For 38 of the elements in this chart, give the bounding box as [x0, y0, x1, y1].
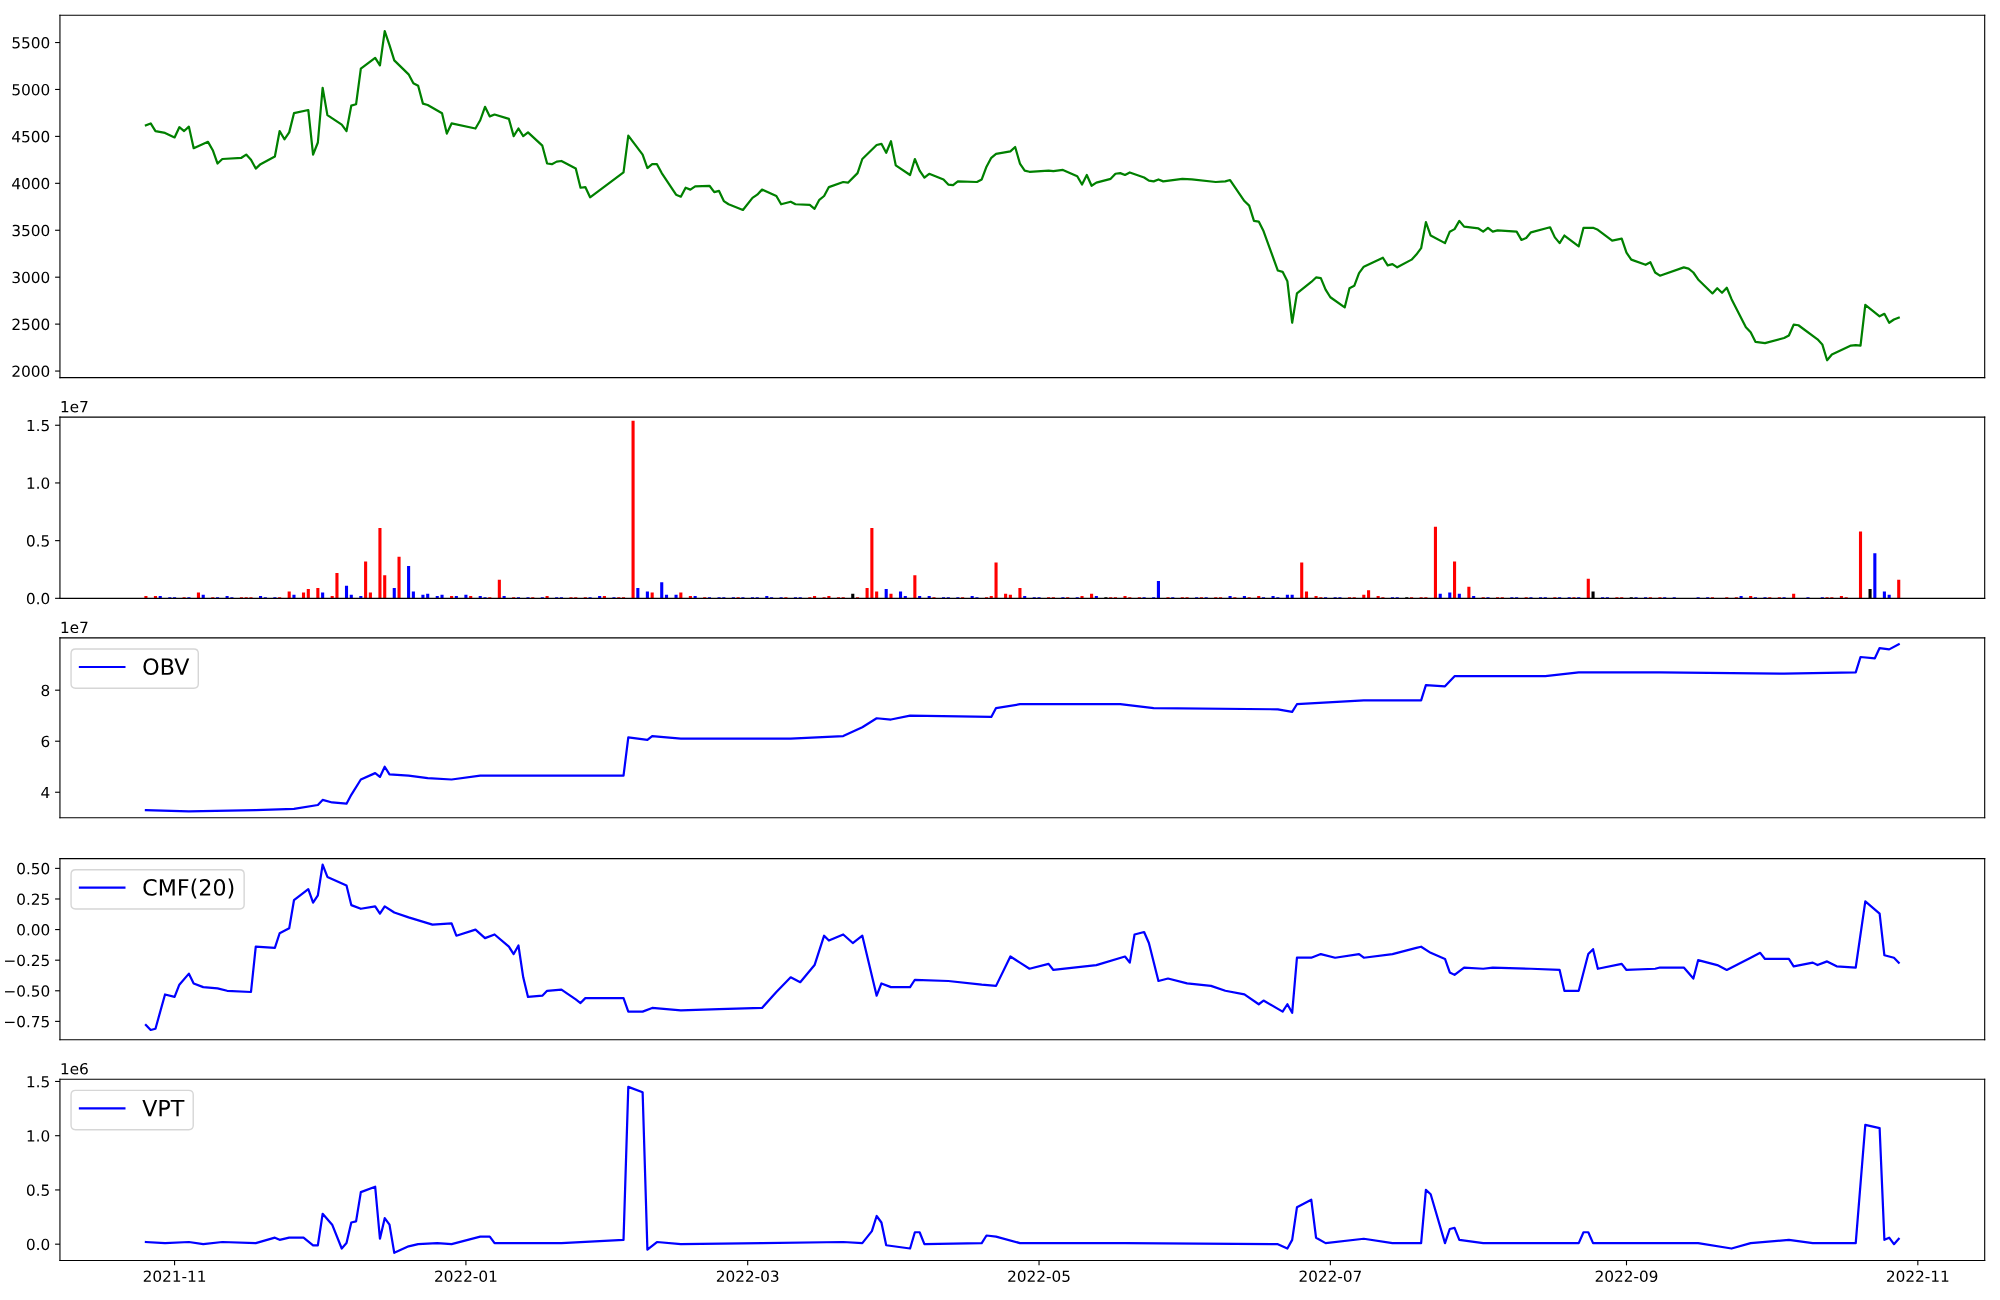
x-tick-label: 2022-07 — [1299, 1270, 1361, 1282]
x-tick-label: 2022-01 — [435, 1270, 497, 1282]
y-tick-label: 4500 — [12, 130, 50, 143]
y-tick-label: 6 — [41, 735, 50, 748]
y-tick-label: 3000 — [12, 271, 50, 284]
y-tick-label: −0.50 — [5, 985, 50, 997]
x-tick-label: 2021-11 — [143, 1270, 206, 1282]
x-tick-label: 2022-09 — [1595, 1270, 1658, 1282]
y-tick-label: 0.50 — [17, 862, 50, 875]
y-tick-label: 1.0 — [27, 477, 50, 489]
y-tick-label: 5500 — [12, 37, 50, 49]
y-tick-label: 4000 — [12, 177, 50, 190]
y-tick-label: 0.0 — [26, 1238, 50, 1251]
y-tick-label: 4 — [41, 786, 50, 799]
x-tick-label: 2022-05 — [1008, 1270, 1070, 1282]
y-tick-label: −0.25 — [5, 954, 49, 967]
y-tick-label: 1.5 — [27, 1076, 49, 1088]
y-tick-label: 3500 — [12, 224, 50, 237]
y-tick-label: 5000 — [12, 83, 50, 96]
legend-label: OBV — [143, 658, 190, 676]
text: 1e6 — [61, 1062, 88, 1075]
y-tick-label: 0.25 — [17, 893, 49, 905]
x-tick-label: 2022-03 — [716, 1270, 779, 1282]
y-tick-label: 0.0 — [26, 592, 50, 605]
text: 1e7 — [61, 401, 88, 413]
y-tick-label: 8 — [41, 684, 50, 697]
y-tick-label: 0.5 — [26, 535, 49, 547]
y-tick-label: 2000 — [12, 365, 50, 378]
y-tick-label: 0.00 — [17, 924, 50, 936]
y-tick-label: 0.5 — [26, 1184, 49, 1196]
legend-label: CMF(20) — [143, 878, 234, 899]
y-tick-label: 1.5 — [27, 419, 49, 432]
legend-label: VPT — [142, 1099, 185, 1117]
text: 1e7 — [61, 621, 88, 634]
y-tick-label: 1.0 — [27, 1130, 50, 1142]
y-tick-label: 2500 — [12, 318, 50, 331]
y-tick-label: −0.75 — [5, 1015, 49, 1028]
x-tick-label: 2022-11 — [1887, 1270, 1949, 1282]
